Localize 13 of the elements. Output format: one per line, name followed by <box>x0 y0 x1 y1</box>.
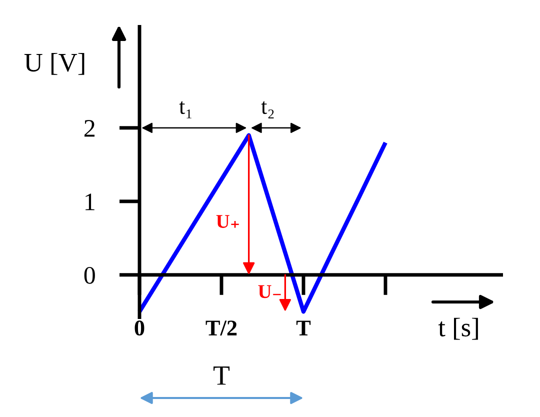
x-tick-label: 0 <box>134 320 144 336</box>
y-axis-title: U [V] <box>24 53 84 75</box>
x-tick-label: T <box>296 320 311 336</box>
x-axis-title: t [s] <box>438 318 478 340</box>
annotation: t₂ <box>261 101 274 118</box>
annotation: U₊ <box>216 215 239 228</box>
x-tick-label: T/2 <box>206 320 237 336</box>
annotation: t₁ <box>179 101 192 118</box>
annotation: U₋ <box>258 285 281 298</box>
y-tick-label: 2 <box>84 120 95 137</box>
y-tick-label: 0 <box>84 266 95 284</box>
text: T <box>214 366 230 385</box>
y-tick-label: 1 <box>86 194 94 210</box>
